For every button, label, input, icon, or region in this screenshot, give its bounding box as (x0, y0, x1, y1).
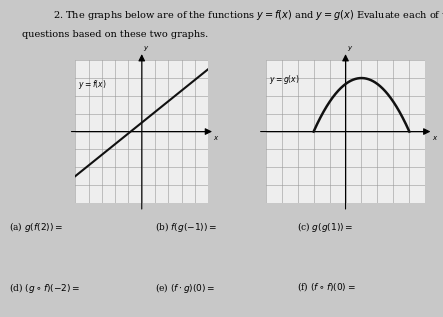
Text: questions based on these two graphs.: questions based on these two graphs. (22, 30, 208, 39)
Text: $y$: $y$ (143, 43, 149, 53)
Text: (e) $(f \cdot g)(0)=$: (e) $(f \cdot g)(0)=$ (155, 281, 216, 294)
Text: $x$: $x$ (213, 134, 219, 142)
Text: (d) $(g \circ f)(-2)=$: (d) $(g \circ f)(-2)=$ (9, 281, 80, 294)
Text: $y = g(x)$: $y = g(x)$ (269, 73, 300, 86)
Text: (c) $g(g(1))=$: (c) $g(g(1))=$ (297, 220, 353, 234)
Text: $x$: $x$ (431, 134, 438, 142)
Text: (a) $g(f(2))=$: (a) $g(f(2))=$ (9, 220, 63, 234)
Text: $y = f(x)$: $y = f(x)$ (78, 78, 107, 91)
Text: (f) $(f \circ f)(0)=$: (f) $(f \circ f)(0)=$ (297, 281, 356, 294)
Text: $y$: $y$ (347, 43, 354, 53)
Text: (b) $f(g(-1))=$: (b) $f(g(-1))=$ (155, 220, 217, 234)
Text: 2. The graphs below are of the functions $y = f(x)$ and $y = g(x)$ Evaluate each: 2. The graphs below are of the functions… (53, 8, 443, 22)
